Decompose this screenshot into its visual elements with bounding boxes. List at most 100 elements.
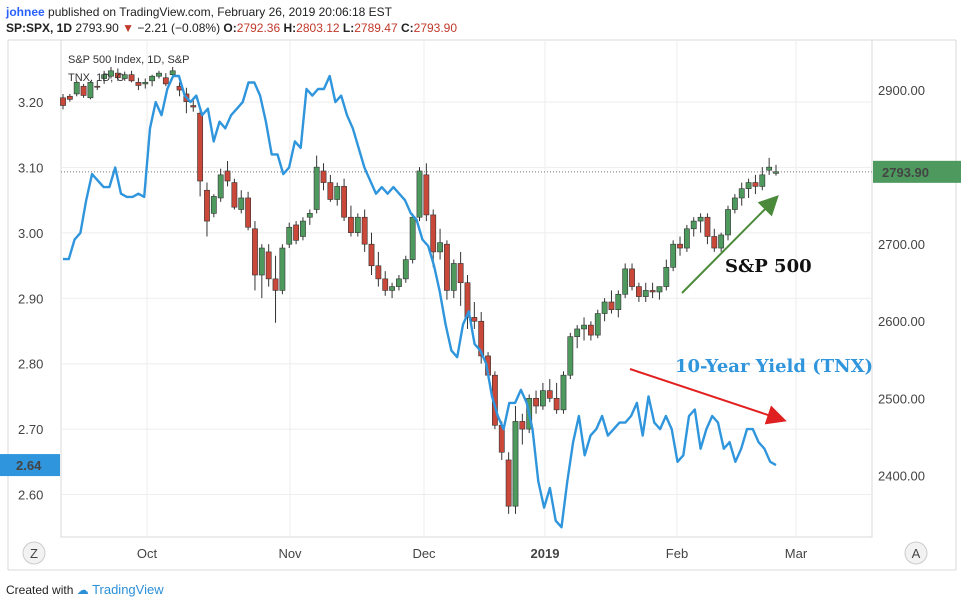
candle [60,93,66,110]
candle [683,224,690,252]
candle [348,205,354,237]
last-price-label: 2793.90 [882,165,929,180]
candle [94,80,101,91]
candle-body [279,247,286,291]
candle [471,301,478,329]
candle-body [320,170,327,183]
candle [601,298,608,322]
candle-body [286,226,293,245]
candle-body [375,265,382,280]
tradingview-logo-icon: ☁ [76,583,89,597]
grid-lines [7,39,957,571]
candle [361,209,368,252]
candle-body [697,216,704,222]
price-chart[interactable]: 3.203.103.002.902.802.702.602900.002800.… [0,0,964,580]
candle [396,275,402,291]
ohlc-line: SP:SPX, 1D 2793.90 ▼ −2.21 (−0.08%) O:27… [6,20,457,36]
right-tick-label: 2900.00 [878,83,925,98]
auto-scale-button-label[interactable]: A [912,546,921,561]
candle [430,209,437,268]
last-value: 2793.90 [75,21,119,35]
spx-trend-arrow [681,195,779,294]
candle-body [252,228,258,276]
candle-body [66,95,73,100]
candle-body [108,70,114,77]
candle-body [567,336,574,376]
candle-body [649,290,656,293]
candle [375,251,382,287]
open-label: O: [223,21,237,35]
candle [231,178,238,210]
candle [162,73,169,87]
candle [560,371,567,414]
zoom-button[interactable]: Z [22,541,46,565]
candle-body [457,263,464,284]
auto-scale-button[interactable]: A [904,541,928,565]
candle-body [94,85,101,88]
candle-body [766,166,773,171]
zoom-button-bg[interactable] [22,541,46,565]
candle-body [437,242,443,253]
candle [341,178,347,222]
high-label: H: [283,21,297,35]
author-name[interactable]: johnee [6,5,45,19]
candle [135,77,142,91]
candle-body [348,216,354,233]
candle [293,221,299,245]
candle-body [773,171,779,174]
candle [252,221,258,291]
candle-body [512,421,519,507]
legend-entry-spx: S&P 500 Index, 1D, S&P [68,54,189,66]
candle [334,182,341,206]
candle [320,163,327,191]
candle [656,286,663,300]
candle-body [204,189,210,222]
candle [402,255,409,283]
candle-body [677,243,683,249]
candle [156,70,162,79]
candle [114,68,121,81]
candle [80,83,87,98]
annotations: S&P 500 10-Year Yield (TNX) [629,195,873,425]
candle [87,80,94,100]
candle [622,263,629,299]
candle-body [101,74,108,79]
candle-body [704,216,711,237]
low-value: 2789.47 [354,21,398,35]
candle-body [306,213,313,218]
candle-body [149,75,156,82]
left-tick-label: 2.70 [18,422,43,437]
legend-entry-tnx: TNX, 1D, C [68,72,124,84]
candle [327,174,334,202]
candle [615,290,622,318]
left-tick-label: 3.10 [18,161,43,176]
candle-body [272,278,279,291]
chart-header: johnee published on TradingView.com, Feb… [6,4,457,36]
candle [423,163,430,222]
candle-body [368,243,375,267]
candle [690,217,697,237]
down-arrow-icon: ▼ [122,21,134,35]
zoom-button-label[interactable]: Z [30,546,38,561]
tradingview-brand[interactable]: TradingView [92,582,164,597]
candle-body [505,459,512,507]
candle [224,160,231,187]
candle [581,317,587,341]
candle [101,70,108,84]
candle-body [60,97,66,106]
candle-body [382,278,389,291]
candle-body [731,197,738,210]
close-value: 2793.90 [413,21,458,35]
tnx-trend-arrow [629,368,787,425]
x-tick-label: Dec [412,546,436,561]
candle [464,275,471,329]
candle-body [238,197,245,210]
created-with-text: Created with [6,583,74,597]
candle-body [553,398,560,411]
candle-body [519,421,526,430]
auto-scale-button-bg[interactable] [904,541,928,565]
candle-body [656,286,663,293]
candle-body [711,236,718,249]
candle [306,209,313,225]
candle [608,290,615,314]
